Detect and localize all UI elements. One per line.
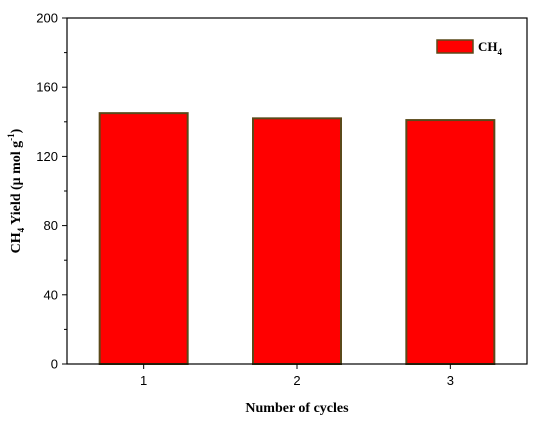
y-tick-label-160: 160 (36, 80, 58, 95)
x-axis-title: Number of cycles (245, 401, 349, 416)
x-tick-label-2: 2 (293, 373, 300, 388)
y-tick-label-120: 120 (36, 149, 58, 164)
bar-3 (405, 119, 496, 365)
legend-label: CH4 (478, 39, 503, 57)
y-tick-label-80: 80 (44, 218, 58, 233)
y-axis-title-main: CH (9, 232, 24, 253)
y-tick-label-200: 200 (36, 11, 58, 26)
y-axis-title-rest: Yield (μ mol g (9, 141, 24, 228)
plot-area-frame (66, 17, 528, 365)
x-tick-label-3: 3 (447, 373, 454, 388)
y-tick-label-0: 0 (51, 357, 58, 372)
bar-2 (252, 117, 342, 365)
legend-swatch (436, 39, 474, 54)
x-tick-label-1: 1 (140, 373, 147, 388)
y-ticks-group: 0 40 80 120 160 200 (36, 11, 67, 372)
legend: CH4 (436, 39, 503, 57)
legend-label-main: CH (478, 39, 498, 54)
bars-group (98, 112, 496, 366)
y-axis-title-superscript: -1 (6, 133, 16, 141)
x-ticks-group: 1 2 3 (140, 364, 454, 388)
legend-label-subscript: 4 (498, 47, 503, 57)
y-axis-title-subscript: 4 (16, 227, 26, 232)
y-axis-title-close: ) (9, 128, 24, 133)
bar-1 (98, 112, 189, 366)
y-axis-title: CH4 Yield (μ mol g-1) (6, 128, 26, 253)
y-tick-label-40: 40 (44, 287, 58, 302)
